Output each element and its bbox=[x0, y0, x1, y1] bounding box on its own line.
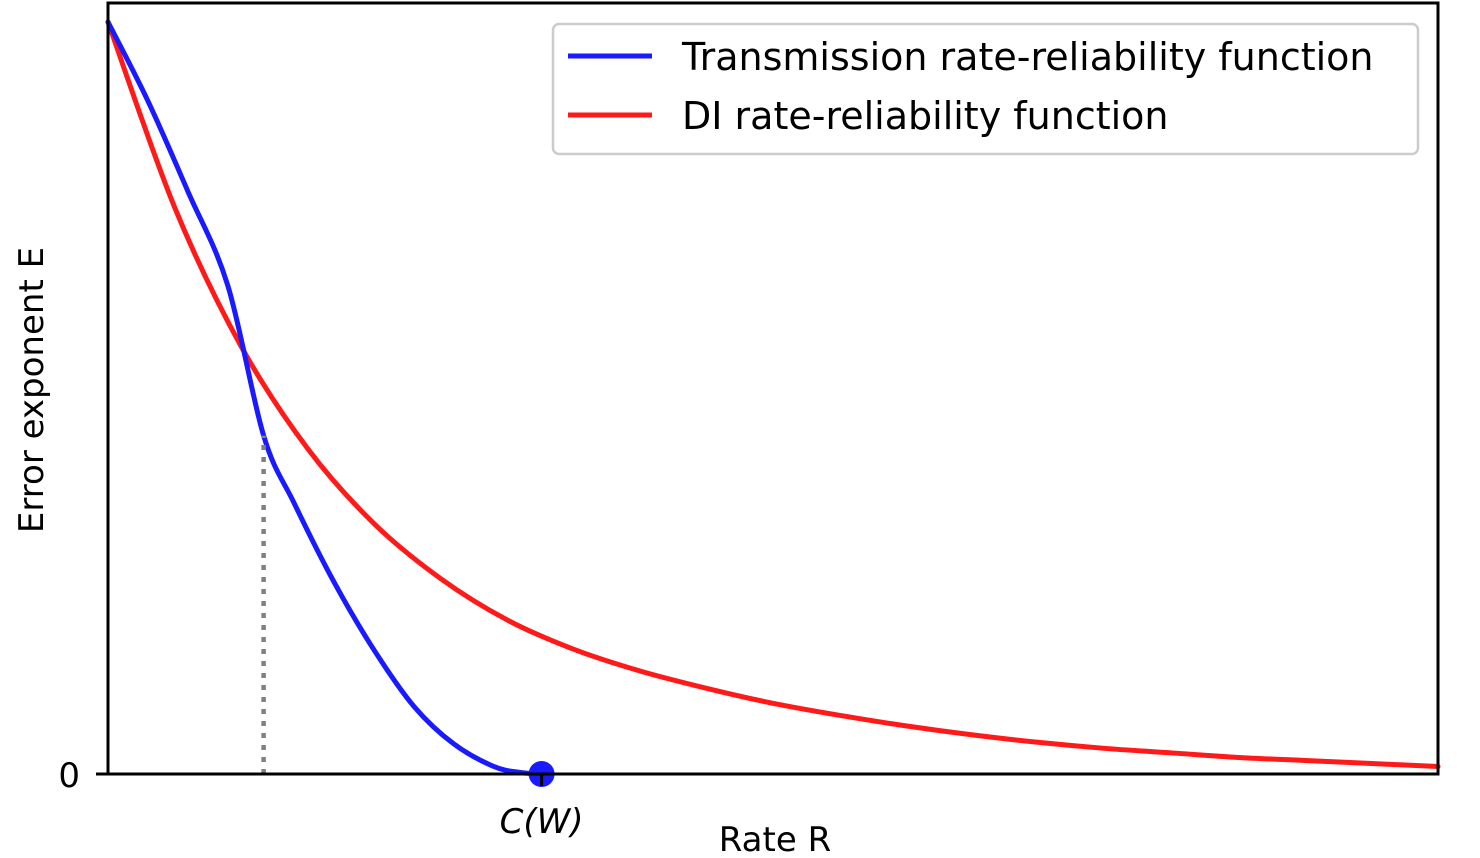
series-line-di bbox=[105, 19, 1441, 769]
legend-label-transmission: Transmission rate-reliability function bbox=[681, 35, 1374, 79]
y-axis-label: Error exponent E bbox=[12, 247, 52, 533]
y-tick-label-0: 0 bbox=[58, 756, 80, 796]
x-tick-label-capacity: C(W) bbox=[500, 802, 584, 842]
legend-box bbox=[551, 22, 1420, 156]
series-line-transmission bbox=[105, 19, 545, 777]
x-axis-label: Rate R bbox=[719, 820, 831, 858]
legend: Transmission rate-reliability function D… bbox=[551, 22, 1420, 156]
axes-frame bbox=[106, 1, 1440, 776]
legend-label-di: DI rate-reliability function bbox=[682, 94, 1169, 138]
